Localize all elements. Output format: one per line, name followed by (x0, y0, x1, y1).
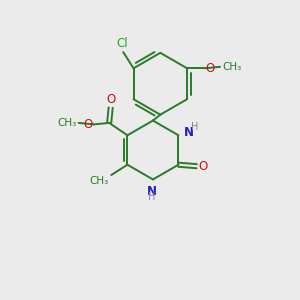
Text: O: O (106, 92, 115, 106)
Text: N: N (146, 185, 157, 198)
Text: O: O (83, 118, 92, 131)
Text: O: O (198, 160, 207, 173)
Text: H: H (148, 192, 155, 202)
Text: CH₃: CH₃ (90, 176, 109, 187)
Text: CH₃: CH₃ (222, 62, 242, 72)
Text: CH₃: CH₃ (57, 118, 76, 128)
Text: Cl: Cl (116, 37, 127, 50)
Text: O: O (206, 62, 215, 75)
Text: N: N (184, 126, 194, 139)
Text: H: H (191, 122, 198, 132)
